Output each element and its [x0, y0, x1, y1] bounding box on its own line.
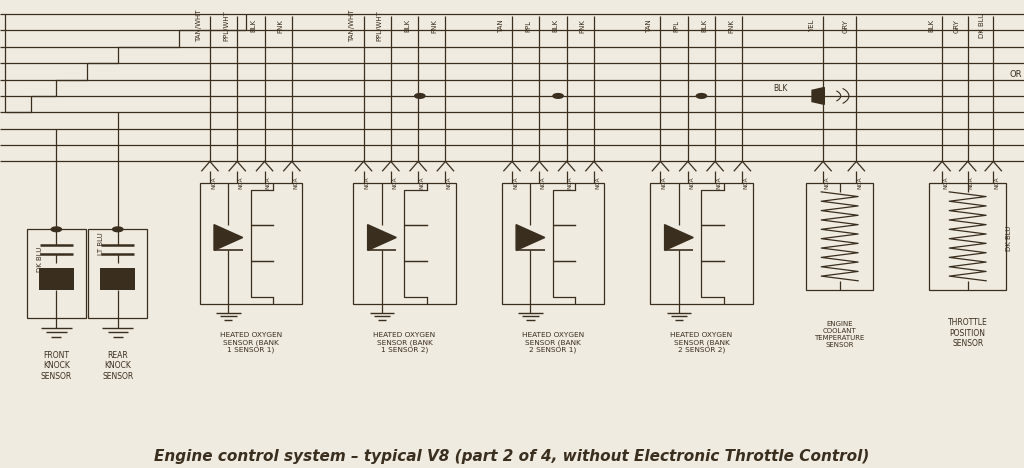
Bar [502, 183, 604, 304]
Text: HEATED OXYGEN
SENSOR (BANK
2 SENSOR 1): HEATED OXYGEN SENSOR (BANK 2 SENSOR 1) [522, 332, 584, 353]
Text: OR: OR [1010, 70, 1022, 80]
Bar [27, 229, 86, 318]
Text: NCA: NCA [419, 176, 424, 189]
Text: BLK: BLK [250, 19, 256, 32]
Text: PNK: PNK [728, 19, 734, 33]
Bar [650, 183, 753, 304]
Text: NCA: NCA [743, 176, 749, 189]
Circle shape [51, 227, 61, 232]
Text: BLK: BLK [928, 19, 934, 32]
Text: NCA: NCA [994, 176, 999, 189]
Text: PPL/WHT: PPL/WHT [223, 10, 229, 41]
Bar [930, 183, 1006, 290]
Circle shape [553, 94, 563, 98]
Polygon shape [665, 225, 693, 250]
Text: DK BLU: DK BLU [37, 247, 43, 272]
Text: NCA: NCA [211, 176, 216, 189]
Polygon shape [516, 225, 545, 250]
Text: HEATED OXYGEN
SENSOR (BANK
1 SENSOR 2): HEATED OXYGEN SENSOR (BANK 1 SENSOR 2) [374, 332, 435, 353]
Text: PPL/WHT: PPL/WHT [377, 10, 383, 41]
Text: BLK: BLK [700, 19, 707, 32]
Bar [353, 183, 456, 304]
Text: REAR
KNOCK
SENSOR: REAR KNOCK SENSOR [102, 351, 133, 381]
Text: NCA: NCA [239, 176, 244, 189]
Polygon shape [214, 225, 243, 250]
Text: NCA: NCA [446, 176, 452, 189]
Text: PPL: PPL [674, 20, 680, 32]
Text: HEATED OXYGEN
SENSOR (BANK
1 SENSOR 1): HEATED OXYGEN SENSOR (BANK 1 SENSOR 1) [220, 332, 282, 353]
Text: DK BLU: DK BLU [979, 13, 985, 38]
Text: BLK: BLK [552, 19, 558, 32]
Text: NCA: NCA [265, 176, 270, 189]
Text: PPL: PPL [525, 20, 531, 32]
Text: NCA: NCA [662, 176, 667, 189]
Text: FRONT
KNOCK
SENSOR: FRONT KNOCK SENSOR [41, 351, 72, 381]
Bar [200, 183, 302, 304]
Circle shape [696, 94, 707, 98]
Text: NCA: NCA [513, 176, 518, 189]
Text: BLK: BLK [773, 84, 787, 94]
Text: DK BLU: DK BLU [1006, 226, 1012, 251]
Circle shape [113, 227, 123, 232]
Text: TAN: TAN [646, 19, 652, 33]
Text: NCA: NCA [595, 176, 600, 189]
Polygon shape [812, 88, 824, 104]
Text: HEATED OXYGEN
SENSOR (BANK
2 SENSOR 2): HEATED OXYGEN SENSOR (BANK 2 SENSOR 2) [671, 332, 732, 353]
Text: NCA: NCA [716, 176, 721, 189]
Text: ENGINE
COOLANT
TEMPERATURE
SENSOR: ENGINE COOLANT TEMPERATURE SENSOR [814, 321, 865, 348]
Text: LT BLU: LT BLU [98, 232, 104, 255]
Text: Engine control system – typical V8 (part 2 of 4, without Electronic Throttle Con: Engine control system – typical V8 (part… [155, 449, 869, 464]
Text: BLK: BLK [403, 19, 410, 32]
Text: NCA: NCA [541, 176, 546, 189]
Text: GRY: GRY [953, 19, 959, 33]
Text: NCA: NCA [567, 176, 572, 189]
Text: GRY: GRY [842, 19, 848, 33]
Bar [100, 268, 135, 290]
Text: NCA: NCA [365, 176, 370, 189]
Circle shape [415, 94, 425, 98]
Polygon shape [368, 225, 396, 250]
Text: NCA: NCA [857, 176, 862, 189]
Bar [88, 229, 147, 318]
Text: NCA: NCA [293, 176, 298, 189]
Text: NCA: NCA [969, 176, 974, 189]
Text: NCA: NCA [824, 176, 829, 189]
Text: THROTTLE
POSITION
SENSOR: THROTTLE POSITION SENSOR [948, 318, 987, 348]
Bar [807, 183, 872, 290]
Text: PNK: PNK [278, 19, 284, 33]
Text: NCA: NCA [392, 176, 397, 189]
Text: PNK: PNK [580, 19, 586, 33]
Text: NCA: NCA [689, 176, 694, 189]
Text: TAN/WHT: TAN/WHT [349, 9, 355, 42]
Bar [39, 268, 74, 290]
Text: NCA: NCA [943, 176, 948, 189]
Text: TAN/WHT: TAN/WHT [196, 9, 202, 42]
Text: YEL: YEL [809, 20, 815, 32]
Text: TAN: TAN [498, 19, 504, 33]
Text: PNK: PNK [431, 19, 437, 33]
